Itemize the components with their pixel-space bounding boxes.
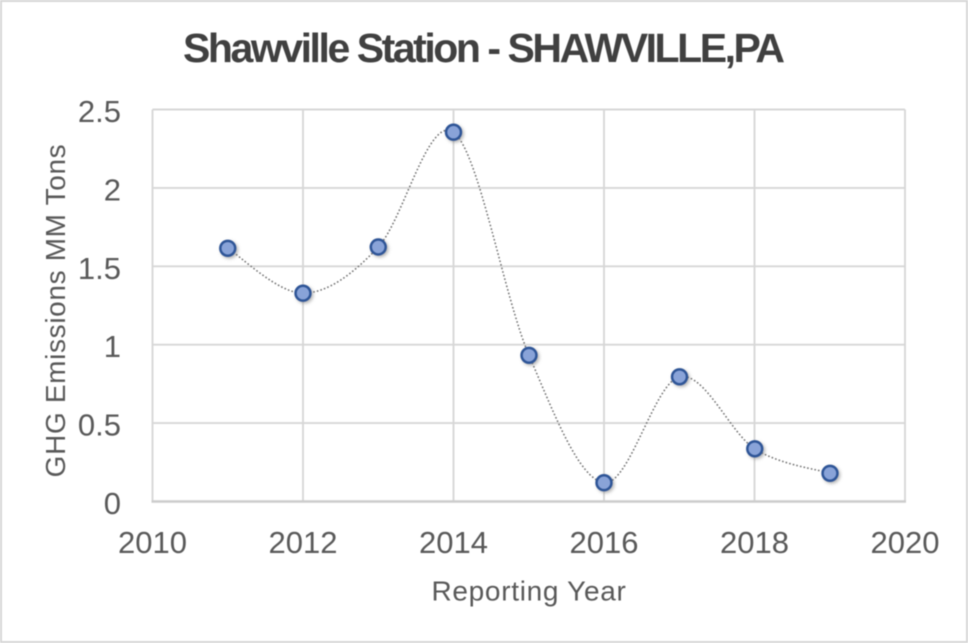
svg-text:2018: 2018 — [720, 525, 789, 560]
svg-text:Shawville Station - SHAWVILLE,: Shawville Station - SHAWVILLE,PA — [183, 25, 785, 71]
svg-text:2016: 2016 — [570, 525, 639, 560]
svg-text:2.5: 2.5 — [78, 94, 121, 129]
svg-text:2012: 2012 — [269, 525, 338, 560]
svg-text:0.5: 0.5 — [78, 408, 121, 443]
svg-text:2010: 2010 — [118, 525, 187, 560]
svg-text:GHG Emissions MM Tons: GHG Emissions MM Tons — [40, 144, 71, 478]
svg-text:2020: 2020 — [871, 525, 940, 560]
svg-text:2: 2 — [104, 172, 121, 207]
svg-text:1.5: 1.5 — [78, 251, 121, 286]
svg-text:1: 1 — [104, 329, 121, 364]
svg-text:0: 0 — [104, 486, 121, 521]
svg-text:Reporting Year: Reporting Year — [431, 575, 626, 606]
svg-text:2014: 2014 — [419, 525, 488, 560]
